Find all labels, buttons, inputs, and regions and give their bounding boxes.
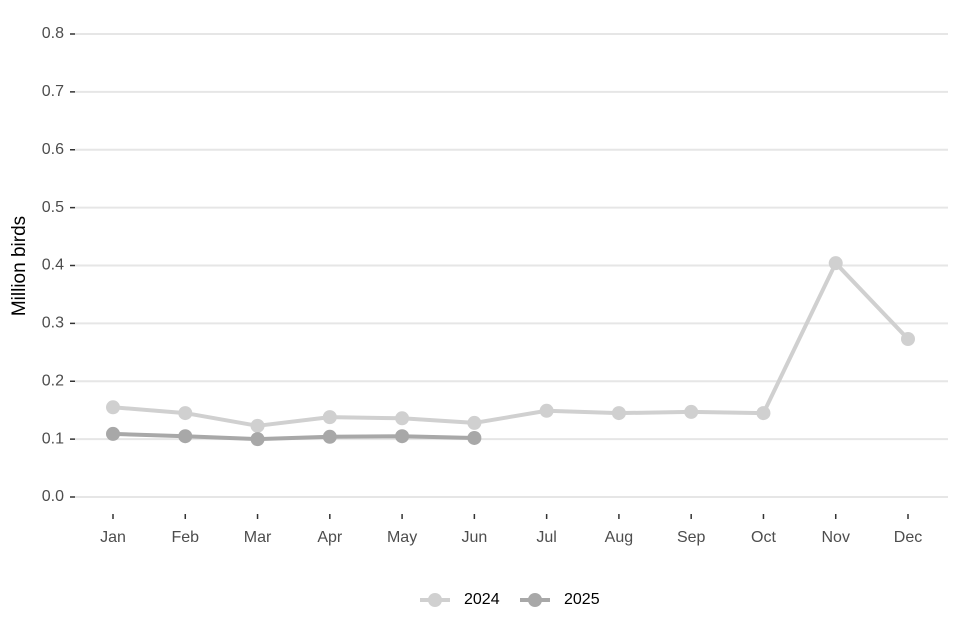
x-tick-label: Apr — [317, 529, 343, 546]
x-tick-label: Sep — [677, 529, 706, 546]
legend-point — [528, 593, 542, 607]
point — [178, 406, 193, 421]
point — [106, 426, 120, 441]
x-tick-label: Dec — [894, 529, 922, 546]
y-tick-label: 0.5 — [42, 199, 64, 216]
point — [467, 415, 482, 430]
point — [539, 403, 554, 418]
point — [250, 418, 265, 433]
x-tick-label: Mar — [244, 529, 272, 546]
x-tick-label: Oct — [751, 529, 776, 546]
point — [178, 429, 193, 444]
series-line — [112, 431, 475, 442]
x-tick-label: Jun — [461, 529, 487, 546]
y-tick-label: 0.6 — [42, 141, 64, 158]
x-tick-label: Aug — [605, 529, 633, 546]
x-tick-label: Feb — [171, 529, 199, 546]
x-tick-label: May — [387, 529, 417, 546]
y-axis-label: Million birds — [9, 216, 30, 316]
point — [395, 411, 410, 426]
y-tick-label: 0.0 — [42, 488, 64, 505]
point — [467, 430, 482, 445]
point — [250, 432, 265, 447]
x-tick-label: Jul — [536, 529, 556, 546]
x-tick-label: Nov — [822, 529, 850, 546]
y-tick-label: 0.3 — [42, 315, 64, 332]
y-tick-label: 0.2 — [42, 372, 64, 389]
y-tick-label: 0.8 — [42, 25, 64, 42]
x-tick-label: Jan — [100, 529, 126, 546]
point — [901, 332, 915, 347]
point — [322, 410, 337, 425]
point — [684, 404, 699, 419]
point — [106, 400, 120, 415]
point — [611, 406, 626, 421]
y-tick-label: 0.4 — [42, 257, 64, 274]
point — [322, 429, 337, 444]
legend-label: 2024 — [464, 591, 500, 608]
point — [395, 429, 410, 444]
legend-point — [428, 593, 442, 607]
series-line — [112, 261, 910, 428]
y-tick-label: 0.7 — [42, 83, 64, 100]
y-tick-label: 0.1 — [42, 430, 64, 447]
legend-label: 2025 — [564, 591, 600, 608]
point — [828, 256, 843, 271]
point — [756, 406, 771, 421]
